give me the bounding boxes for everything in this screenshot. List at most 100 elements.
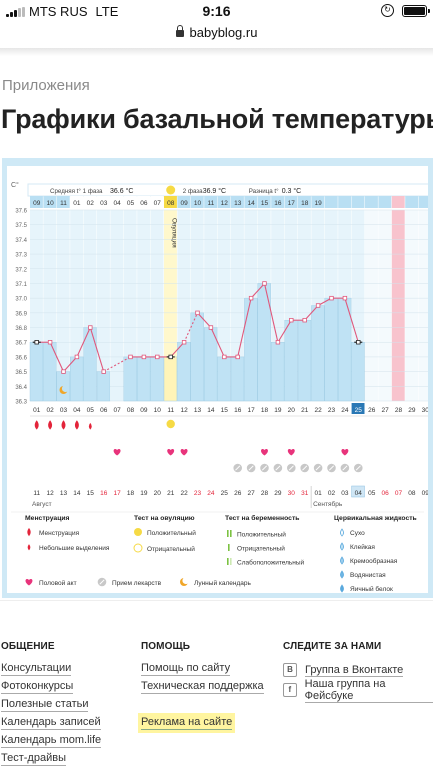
footer-link-testdrives[interactable]: Тест-драйвы <box>1 752 66 766</box>
medication-icon-mark <box>288 465 294 471</box>
temp-point <box>155 354 160 360</box>
legend-pregnancy-title: Тест на беременность <box>225 514 299 522</box>
phase2-value: 36.9 °C <box>203 187 226 195</box>
bottom-day-label: 15 <box>221 407 229 414</box>
bottom-day-label: 25 <box>355 407 363 414</box>
footer-link-articles[interactable]: Полезные статьи <box>1 698 89 712</box>
temp-point <box>141 354 147 360</box>
top-day-cell <box>83 196 97 208</box>
footer-general-title: ОБЩЕНИЕ <box>1 641 55 652</box>
rotation-lock-icon: ↻ <box>381 4 394 17</box>
legend-menstruation-icon <box>27 527 31 537</box>
battery-icon <box>402 4 430 17</box>
temp-point <box>222 354 227 360</box>
bbt-chart-svg: Средняя t° 1 фаза 36.6 °C 2 фаза 36.9 °C Раз… <box>11 181 428 593</box>
legend-cervical-icon <box>340 528 344 537</box>
url-text: babyblog.ru <box>189 25 258 40</box>
date-label: 09 <box>422 490 428 497</box>
day-column <box>217 210 231 401</box>
top-day-cell <box>365 196 378 208</box>
top-day-cell <box>43 196 57 208</box>
top-day-cell <box>150 196 164 208</box>
temp-point <box>61 369 66 374</box>
footer-link-site-help[interactable]: Помощь по сайту <box>141 662 231 676</box>
bottom-day-label: 05 <box>87 407 95 414</box>
date-label: 18 <box>127 490 135 497</box>
bottom-day-label: 14 <box>207 407 215 414</box>
footer-link-momlife[interactable]: Календарь mom.life <box>1 734 102 748</box>
temp-point <box>74 354 80 360</box>
bottom-day-label: 04 <box>73 407 81 414</box>
temp-bar <box>150 356 164 402</box>
temp-point <box>181 340 187 345</box>
top-day-cell <box>110 196 124 208</box>
temp-line-segment <box>317 297 332 306</box>
temp-bar <box>190 312 204 402</box>
temp-point <box>128 354 133 360</box>
temp-bar <box>297 319 312 402</box>
temp-point <box>342 295 348 301</box>
top-day-cell <box>30 196 43 208</box>
legend-cervical-title: Цервикальная жидкость <box>334 515 417 522</box>
top-day-label: 11 <box>208 200 215 207</box>
legend-cervical-item: Кремообразная <box>350 557 398 565</box>
bottom-day-label: 19 <box>274 407 282 414</box>
top-day-cell <box>311 196 325 208</box>
legend-cervical-icon <box>340 542 344 551</box>
phase2-label: 2 фаза <box>183 188 203 195</box>
legend-medication: Прием лекарств <box>112 580 162 587</box>
footer-follow-title: СЛЕДИТЕ ЗА НАМИ <box>283 641 382 652</box>
medication-icon-mark <box>342 465 348 471</box>
day-column <box>418 210 428 401</box>
footer-link-consultations[interactable]: Консультации <box>1 662 72 676</box>
top-day-label: 18 <box>301 200 309 207</box>
legend-medication-icon-mark <box>99 579 105 585</box>
url-bar[interactable]: babyblog.ru <box>0 22 433 48</box>
date-label: 07 <box>395 490 403 497</box>
legend-preg-icon <box>230 530 232 537</box>
temp-bar <box>271 342 285 402</box>
temp-line-segment <box>197 312 212 328</box>
page-title: Графики базальной температуры <box>1 104 433 134</box>
bottom-day-label: 13 <box>194 407 202 414</box>
temp-point <box>47 340 53 345</box>
vk-link[interactable]: В Группа в Вконтакте <box>283 660 433 680</box>
y-tick-label: 37.3 <box>15 253 27 259</box>
top-day-cell <box>97 196 110 208</box>
bottom-day-label: 23 <box>328 407 336 414</box>
top-day-cell <box>298 196 311 208</box>
breadcrumb[interactable]: Приложения <box>2 77 90 94</box>
bottom-day-label: 09 <box>140 407 148 414</box>
unit-label: C° <box>11 181 19 189</box>
footer-link-photocontests[interactable]: Фотоконкурсы <box>1 680 74 694</box>
temp-bar <box>324 297 338 402</box>
medication-icon-mark <box>235 465 241 471</box>
date-label: 21 <box>167 490 175 497</box>
facebook-link[interactable]: f Наша группа на Фейсбуке <box>283 678 433 703</box>
signal-icon <box>6 6 25 17</box>
intercourse-heart-icon <box>261 449 268 456</box>
date-label: 24 <box>207 490 215 497</box>
bbt-chart: Средняя t° 1 фаза 36.6 °C 2 фаза 36.9 °C Раз… <box>7 166 428 593</box>
date-label: 19 <box>140 490 148 497</box>
temp-bar <box>217 356 231 402</box>
date-label: 04 <box>355 490 363 497</box>
temp-line-segment <box>210 327 225 358</box>
bottom-day-label: 02 <box>46 407 54 414</box>
date-label: 27 <box>247 490 255 497</box>
legend-cervical-item: Клейкая <box>350 543 375 551</box>
bottom-day-label: 16 <box>234 407 242 414</box>
date-label: 22 <box>180 490 188 497</box>
footer-link-ads[interactable]: Реклама на сайте <box>141 716 233 730</box>
top-day-label: 02 <box>87 200 95 207</box>
temp-bar <box>29 342 44 402</box>
bottom-day-label: 07 <box>113 407 121 414</box>
temp-point <box>195 310 200 316</box>
y-tick-label: 36.5 <box>15 370 27 376</box>
legend-menstruation-title: Менструация <box>25 515 70 522</box>
footer-link-support[interactable]: Техническая поддержка <box>141 680 264 694</box>
carrier-name: MTS RUS <box>29 4 88 19</box>
date-label: 05 <box>368 490 376 497</box>
moon-icon-mask <box>61 384 70 393</box>
footer-link-calendar[interactable]: Календарь записей <box>1 716 101 730</box>
